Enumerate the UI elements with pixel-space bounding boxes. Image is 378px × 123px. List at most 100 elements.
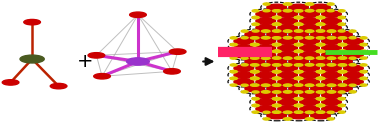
Circle shape [296,44,303,46]
Circle shape [296,10,303,12]
Circle shape [294,57,301,59]
Circle shape [338,23,345,25]
Circle shape [338,104,345,107]
Circle shape [316,43,323,46]
Circle shape [262,91,268,93]
Circle shape [285,57,292,59]
Circle shape [318,64,325,66]
Circle shape [305,37,312,39]
Circle shape [340,57,347,59]
Circle shape [318,98,325,100]
Circle shape [307,57,314,59]
Circle shape [360,44,367,46]
Circle shape [273,98,279,100]
Circle shape [360,50,367,52]
Circle shape [262,64,268,66]
Circle shape [274,71,281,73]
Circle shape [344,72,363,78]
Circle shape [294,111,301,113]
Circle shape [256,52,276,58]
Circle shape [256,72,276,78]
Circle shape [278,106,297,112]
Circle shape [241,37,248,39]
Circle shape [300,65,319,71]
Circle shape [252,10,259,12]
Circle shape [300,52,319,58]
Circle shape [251,71,257,73]
Circle shape [316,64,323,66]
Circle shape [273,37,279,39]
Circle shape [273,98,279,100]
Circle shape [296,104,303,107]
Circle shape [296,57,303,59]
Circle shape [234,45,254,51]
Circle shape [263,111,270,113]
Circle shape [285,118,292,120]
Circle shape [274,104,281,107]
Circle shape [300,11,319,17]
Circle shape [252,104,259,107]
Circle shape [273,71,279,73]
Circle shape [289,4,308,11]
Circle shape [273,10,279,12]
Circle shape [300,38,319,44]
Circle shape [349,84,356,86]
Circle shape [274,23,281,25]
Circle shape [252,91,259,93]
Circle shape [273,64,279,66]
Circle shape [322,79,341,85]
Circle shape [360,43,367,46]
Circle shape [316,10,323,12]
Circle shape [274,64,281,66]
Circle shape [296,43,303,46]
Circle shape [273,23,279,25]
Circle shape [316,91,323,93]
Circle shape [349,91,356,93]
Circle shape [284,64,290,66]
Circle shape [285,10,292,12]
Circle shape [338,98,345,100]
Circle shape [338,77,345,79]
Circle shape [360,57,367,59]
Circle shape [327,84,334,86]
Circle shape [252,98,259,100]
Circle shape [284,30,290,32]
Circle shape [307,91,314,93]
Circle shape [278,79,297,85]
Circle shape [300,72,319,78]
Circle shape [329,57,336,59]
Circle shape [322,18,341,24]
Circle shape [169,49,186,54]
Circle shape [278,99,297,105]
Circle shape [329,37,336,39]
Circle shape [340,77,347,80]
Circle shape [278,24,297,31]
Circle shape [340,64,347,66]
Circle shape [349,30,356,32]
Circle shape [329,84,336,86]
Circle shape [316,37,323,39]
Circle shape [327,118,334,120]
Circle shape [2,80,19,85]
Circle shape [318,23,325,25]
Circle shape [274,43,281,46]
Circle shape [256,65,276,71]
Circle shape [360,70,367,73]
Circle shape [274,111,281,113]
Circle shape [307,118,314,120]
Circle shape [307,3,314,5]
Circle shape [263,64,270,66]
Circle shape [94,74,110,79]
Circle shape [305,64,312,66]
Circle shape [318,16,325,19]
Circle shape [316,23,323,25]
Circle shape [307,37,314,39]
Circle shape [316,44,323,46]
Circle shape [296,23,303,25]
Circle shape [251,44,257,46]
Circle shape [322,92,341,99]
Circle shape [274,44,281,46]
Circle shape [329,91,336,93]
Circle shape [294,50,301,52]
Circle shape [273,111,279,113]
